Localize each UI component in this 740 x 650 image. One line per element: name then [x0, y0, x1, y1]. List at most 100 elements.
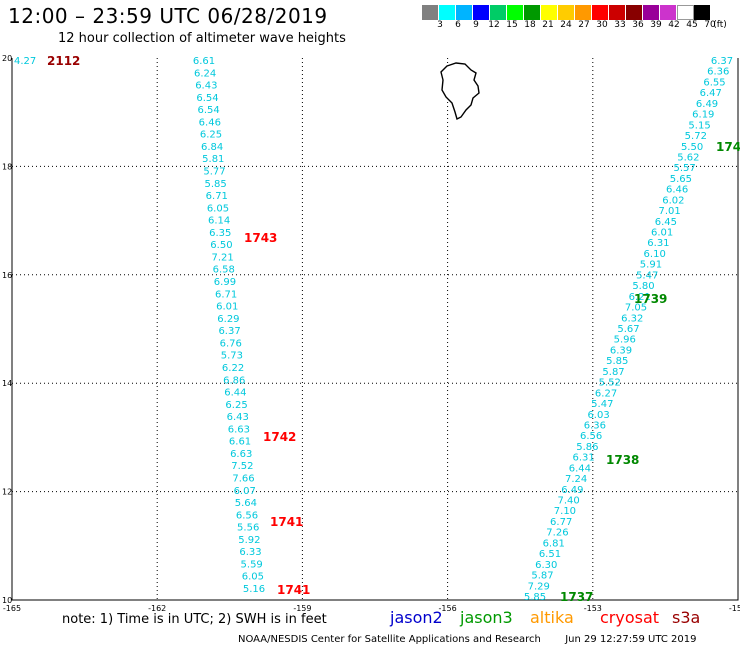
wave-height-label: 6.02 — [662, 195, 684, 206]
wave-height-label: 7.26 — [546, 528, 568, 539]
axis-labels: -165 -162 -159 -156 -153 -150 20 18 16 14 12 10 — [2, 54, 740, 613]
wave-height-label: 6.63 — [228, 424, 250, 435]
wave-height-label: 5.56 — [237, 523, 259, 534]
legend-tick: (ft) — [713, 20, 727, 30]
legend-tick: 33 — [614, 20, 626, 30]
pass-time-label: 1742 — [263, 430, 296, 444]
legend-swatch — [541, 5, 558, 20]
wave-height-label: 5.85 — [524, 592, 546, 603]
pass-time-label: 1738 — [606, 453, 639, 467]
wave-height-label: 6.10 — [644, 249, 666, 260]
wave-height-label: 7.05 — [625, 303, 647, 314]
wave-height-label: 6.45 — [655, 217, 677, 228]
legend-swatch — [473, 5, 490, 20]
wave-height-label: 6.05 — [242, 572, 264, 583]
wave-height-label: 6.86 — [223, 375, 245, 386]
wave-height-label: 5.72 — [685, 131, 707, 142]
lon-tick-label: -159 — [293, 604, 311, 613]
wave-height-label: 5.80 — [632, 281, 654, 292]
lon-tick-label: -162 — [148, 604, 166, 613]
legend-tick: 70 — [704, 20, 716, 30]
wave-height-label: 5.62 — [677, 152, 699, 163]
legend-tick: 9 — [473, 20, 479, 30]
wave-height-label: 6.01 — [216, 302, 238, 313]
lat-tick-label: 14 — [2, 379, 12, 388]
lat-tick-label: 20 — [2, 54, 12, 63]
wave-height-label: 6.07 — [234, 486, 256, 497]
satellite-label-cryosat: cryosat — [600, 608, 660, 627]
legend-swatch — [660, 5, 677, 20]
wave-height-label: 6.01 — [651, 228, 673, 239]
wave-height-label: 6.54 — [198, 105, 220, 116]
wave-height-label: 5.15 — [688, 120, 710, 131]
grid-lines — [12, 58, 738, 600]
map-border — [11, 58, 739, 601]
wave-height-label: 6.56 — [580, 431, 602, 442]
wave-height-label: 6.47 — [700, 88, 722, 99]
legend-tick: 45 — [686, 20, 698, 30]
wave-height-label: 5.77 — [203, 167, 225, 178]
wave-height-label: 6.63 — [230, 449, 252, 460]
wave-height-label: 6.55 — [703, 77, 725, 88]
wave-height-label: 7.01 — [659, 206, 681, 217]
wave-height-label: 6.14 — [208, 216, 230, 227]
satellite-label-altika: altika — [530, 608, 574, 627]
legend-swatch — [575, 5, 592, 20]
wave-height-label: 6.50 — [210, 240, 232, 251]
wave-height-track-west: 4.27 6.616.246.436.546.546.466.256.845.81… — [14, 56, 265, 595]
legend-swatch — [609, 5, 626, 20]
wave-height-label: 6.46 — [666, 185, 688, 196]
wave-height-label: 6.24 — [194, 68, 216, 79]
wave-height-label: 6.30 — [535, 560, 557, 571]
color-legend: 3 6 9 12 15 18 21 24 27 30 33 36 39 42 45 70 (ft) — [422, 5, 740, 34]
wave-height-label: 5.67 — [617, 324, 639, 335]
legend-swatch — [626, 5, 643, 20]
wave-height-label: 5.91 — [640, 260, 662, 271]
wave-height-label: 6.33 — [239, 547, 261, 558]
wave-height-label: 7.10 — [554, 506, 576, 517]
legend-tick: 12 — [488, 20, 500, 30]
legend-tick: 21 — [542, 20, 554, 30]
wave-height-label: 6.44 — [569, 463, 591, 474]
wave-height-label: 6.99 — [214, 277, 236, 288]
legend-tick: 27 — [578, 20, 590, 30]
wave-height-label: 6.71 — [206, 191, 228, 202]
wave-height-label: 7.40 — [558, 496, 580, 507]
wave-height-label: 6.35 — [209, 228, 231, 239]
legend-swatch — [677, 5, 694, 20]
lon-tick-label: -156 — [439, 604, 457, 613]
wave-height-label: 5.85 — [606, 356, 628, 367]
wave-height-label: 5.16 — [243, 584, 265, 595]
satellite-label-jason3: jason3 — [460, 608, 513, 627]
legend-tick: 42 — [668, 20, 680, 30]
wave-height-label: 6.39 — [610, 345, 632, 356]
legend-color-boxes — [422, 5, 740, 20]
legend-swatch — [507, 5, 524, 20]
wave-height-label: 5.81 — [202, 154, 224, 165]
wave-height-label: 7.29 — [528, 581, 550, 592]
wave-height-label: 6.32 — [621, 313, 643, 324]
legend-tick: 30 — [596, 20, 608, 30]
legend-swatch — [422, 5, 439, 20]
wave-height-label: 6.19 — [692, 110, 714, 121]
wave-height-label: 6.49 — [696, 99, 718, 110]
timestamp-text: Jun 29 12:27:59 UTC 2019 — [565, 634, 697, 645]
wave-height-label: 6.44 — [224, 388, 246, 399]
wave-height-label: 6.46 — [199, 117, 221, 128]
wave-height-label: 6.37 — [218, 326, 240, 337]
legend-swatch — [439, 5, 456, 20]
wave-height-label: 5.87 — [531, 571, 553, 582]
wave-height-label: 5.92 — [238, 535, 260, 546]
wave-height-label: 5.73 — [221, 351, 243, 362]
wave-height-label: 6.37 — [711, 56, 733, 67]
chart-subtitle: 12 hour collection of altimeter wave hei… — [58, 31, 346, 46]
wave-height-label: 6.36 — [707, 67, 729, 78]
map-frame — [11, 58, 739, 601]
pass-time-label: 1739 — [634, 292, 667, 306]
wave-height-label: 6.21 — [629, 292, 651, 303]
wave-height-label: 6.76 — [220, 338, 242, 349]
pass-time-labels: 1743 1742 1741 1741 2112 174 1739 1738 1737 — [47, 54, 740, 604]
wave-height-label: 5.86 — [576, 442, 598, 453]
lon-tick-label: -165 — [3, 604, 21, 613]
legend-swatch — [456, 5, 473, 20]
